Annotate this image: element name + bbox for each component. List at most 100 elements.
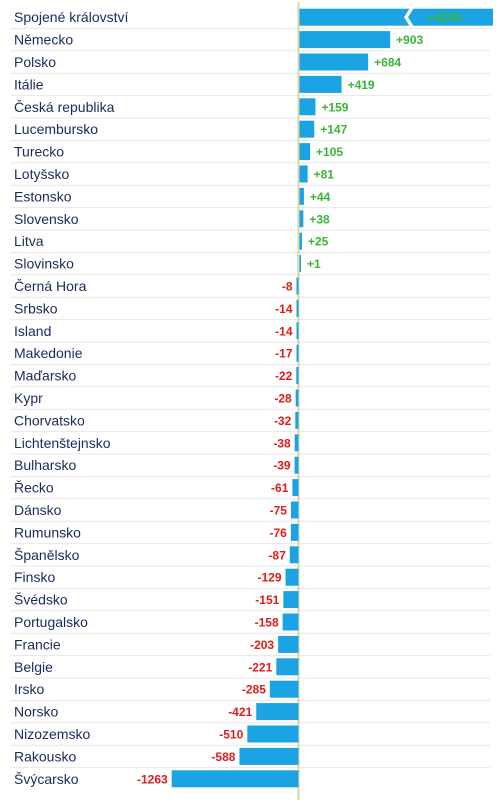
bar[interactable]: [299, 165, 308, 183]
value-label: -1263: [137, 772, 168, 786]
category-label: Švédsko: [14, 592, 68, 608]
category-label: Srbsko: [14, 300, 58, 316]
category-label: Lotyšsko: [14, 166, 69, 182]
value-label: -76: [270, 526, 288, 540]
bar[interactable]: [299, 255, 302, 273]
value-label: +419: [348, 78, 375, 92]
category-label: Island: [14, 323, 51, 339]
category-label: Polsko: [14, 54, 56, 70]
bar[interactable]: [296, 344, 299, 362]
value-label: +1: [307, 257, 321, 271]
bar[interactable]: [171, 770, 299, 788]
bar[interactable]: [299, 232, 303, 250]
value-label: +159: [321, 100, 348, 114]
category-label: Slovensko: [14, 211, 79, 227]
bar[interactable]: [294, 456, 299, 474]
bar[interactable]: [289, 546, 299, 564]
bar[interactable]: [299, 187, 304, 205]
bar[interactable]: [299, 53, 369, 71]
value-label: +105: [316, 145, 343, 159]
category-label: Dánsko: [14, 502, 62, 518]
bar[interactable]: [292, 479, 299, 497]
category-label: Bulharsko: [14, 457, 76, 473]
category-label: Černá Hora: [14, 278, 87, 294]
category-label: Slovinsko: [14, 256, 74, 272]
value-label: -17: [275, 347, 293, 361]
value-label: +4290: [428, 11, 462, 25]
category-label: Makedonie: [14, 345, 83, 361]
value-label: -38: [273, 436, 291, 450]
bar[interactable]: [282, 613, 299, 631]
bar[interactable]: [299, 120, 315, 138]
category-label: Španělsko: [14, 547, 80, 563]
bar[interactable]: [247, 725, 299, 743]
value-label: -28: [274, 392, 292, 406]
bar[interactable]: [295, 411, 299, 429]
value-label: +147: [320, 123, 347, 137]
value-label: +25: [308, 235, 329, 249]
category-label: Francie: [14, 636, 61, 652]
bar[interactable]: [239, 747, 299, 765]
value-label: -510: [219, 728, 243, 742]
value-label: -221: [248, 660, 272, 674]
category-label: Řecko: [14, 480, 54, 496]
category-label: Belgie: [14, 659, 53, 675]
value-label: -61: [271, 481, 289, 495]
bar[interactable]: [290, 523, 299, 541]
category-label: Turecko: [14, 144, 64, 160]
value-label: -14: [275, 302, 293, 316]
bar[interactable]: [296, 322, 299, 340]
category-label: Irsko: [14, 681, 45, 697]
value-label: -14: [275, 324, 293, 338]
category-label: Maďarsko: [14, 368, 77, 384]
bar[interactable]: [296, 367, 299, 385]
value-label: +903: [396, 33, 423, 47]
bar[interactable]: [299, 31, 391, 49]
category-label: Portugalsko: [14, 614, 88, 630]
bar[interactable]: [296, 277, 299, 295]
category-label: Lichtenštejnsko: [14, 435, 111, 451]
value-label: +44: [310, 190, 331, 204]
bar[interactable]: [256, 703, 299, 721]
category-label: Nizozemsko: [14, 726, 90, 742]
category-label: Lucembursko: [14, 121, 98, 137]
value-label: -203: [250, 638, 274, 652]
bar[interactable]: [299, 98, 316, 116]
value-label: -87: [268, 548, 286, 562]
bar[interactable]: [299, 8, 494, 26]
value-label: -8: [282, 280, 293, 294]
bar[interactable]: [299, 210, 304, 228]
value-label: -39: [273, 459, 291, 473]
category-label: Estonsko: [14, 188, 72, 204]
value-label: +38: [309, 212, 330, 226]
bar[interactable]: [299, 143, 311, 161]
value-label: -421: [228, 705, 252, 719]
bar[interactable]: [295, 389, 299, 407]
bar[interactable]: [290, 501, 299, 519]
bar[interactable]: [299, 75, 342, 93]
bar[interactable]: [294, 434, 299, 452]
category-label: Litva: [14, 233, 44, 249]
category-label: Rumunsko: [14, 524, 81, 540]
value-label: -588: [211, 750, 235, 764]
bar[interactable]: [285, 568, 299, 586]
value-label: -22: [275, 369, 293, 383]
category-label: Rakousko: [14, 748, 76, 764]
bar[interactable]: [276, 658, 299, 676]
bar[interactable]: [278, 635, 299, 653]
category-label: Itálie: [14, 76, 44, 92]
category-label: Německo: [14, 32, 73, 48]
value-label: -75: [270, 504, 288, 518]
category-label: Spojené království: [14, 9, 129, 25]
category-label: Česká republika: [14, 99, 115, 115]
value-label: -158: [255, 616, 279, 630]
bar[interactable]: [269, 680, 299, 698]
category-label: Švýcarsko: [14, 771, 79, 787]
category-label: Finsko: [14, 569, 55, 585]
value-label: -151: [255, 593, 279, 607]
bar[interactable]: [283, 591, 299, 609]
value-label: -129: [258, 571, 282, 585]
bar[interactable]: [296, 299, 299, 317]
